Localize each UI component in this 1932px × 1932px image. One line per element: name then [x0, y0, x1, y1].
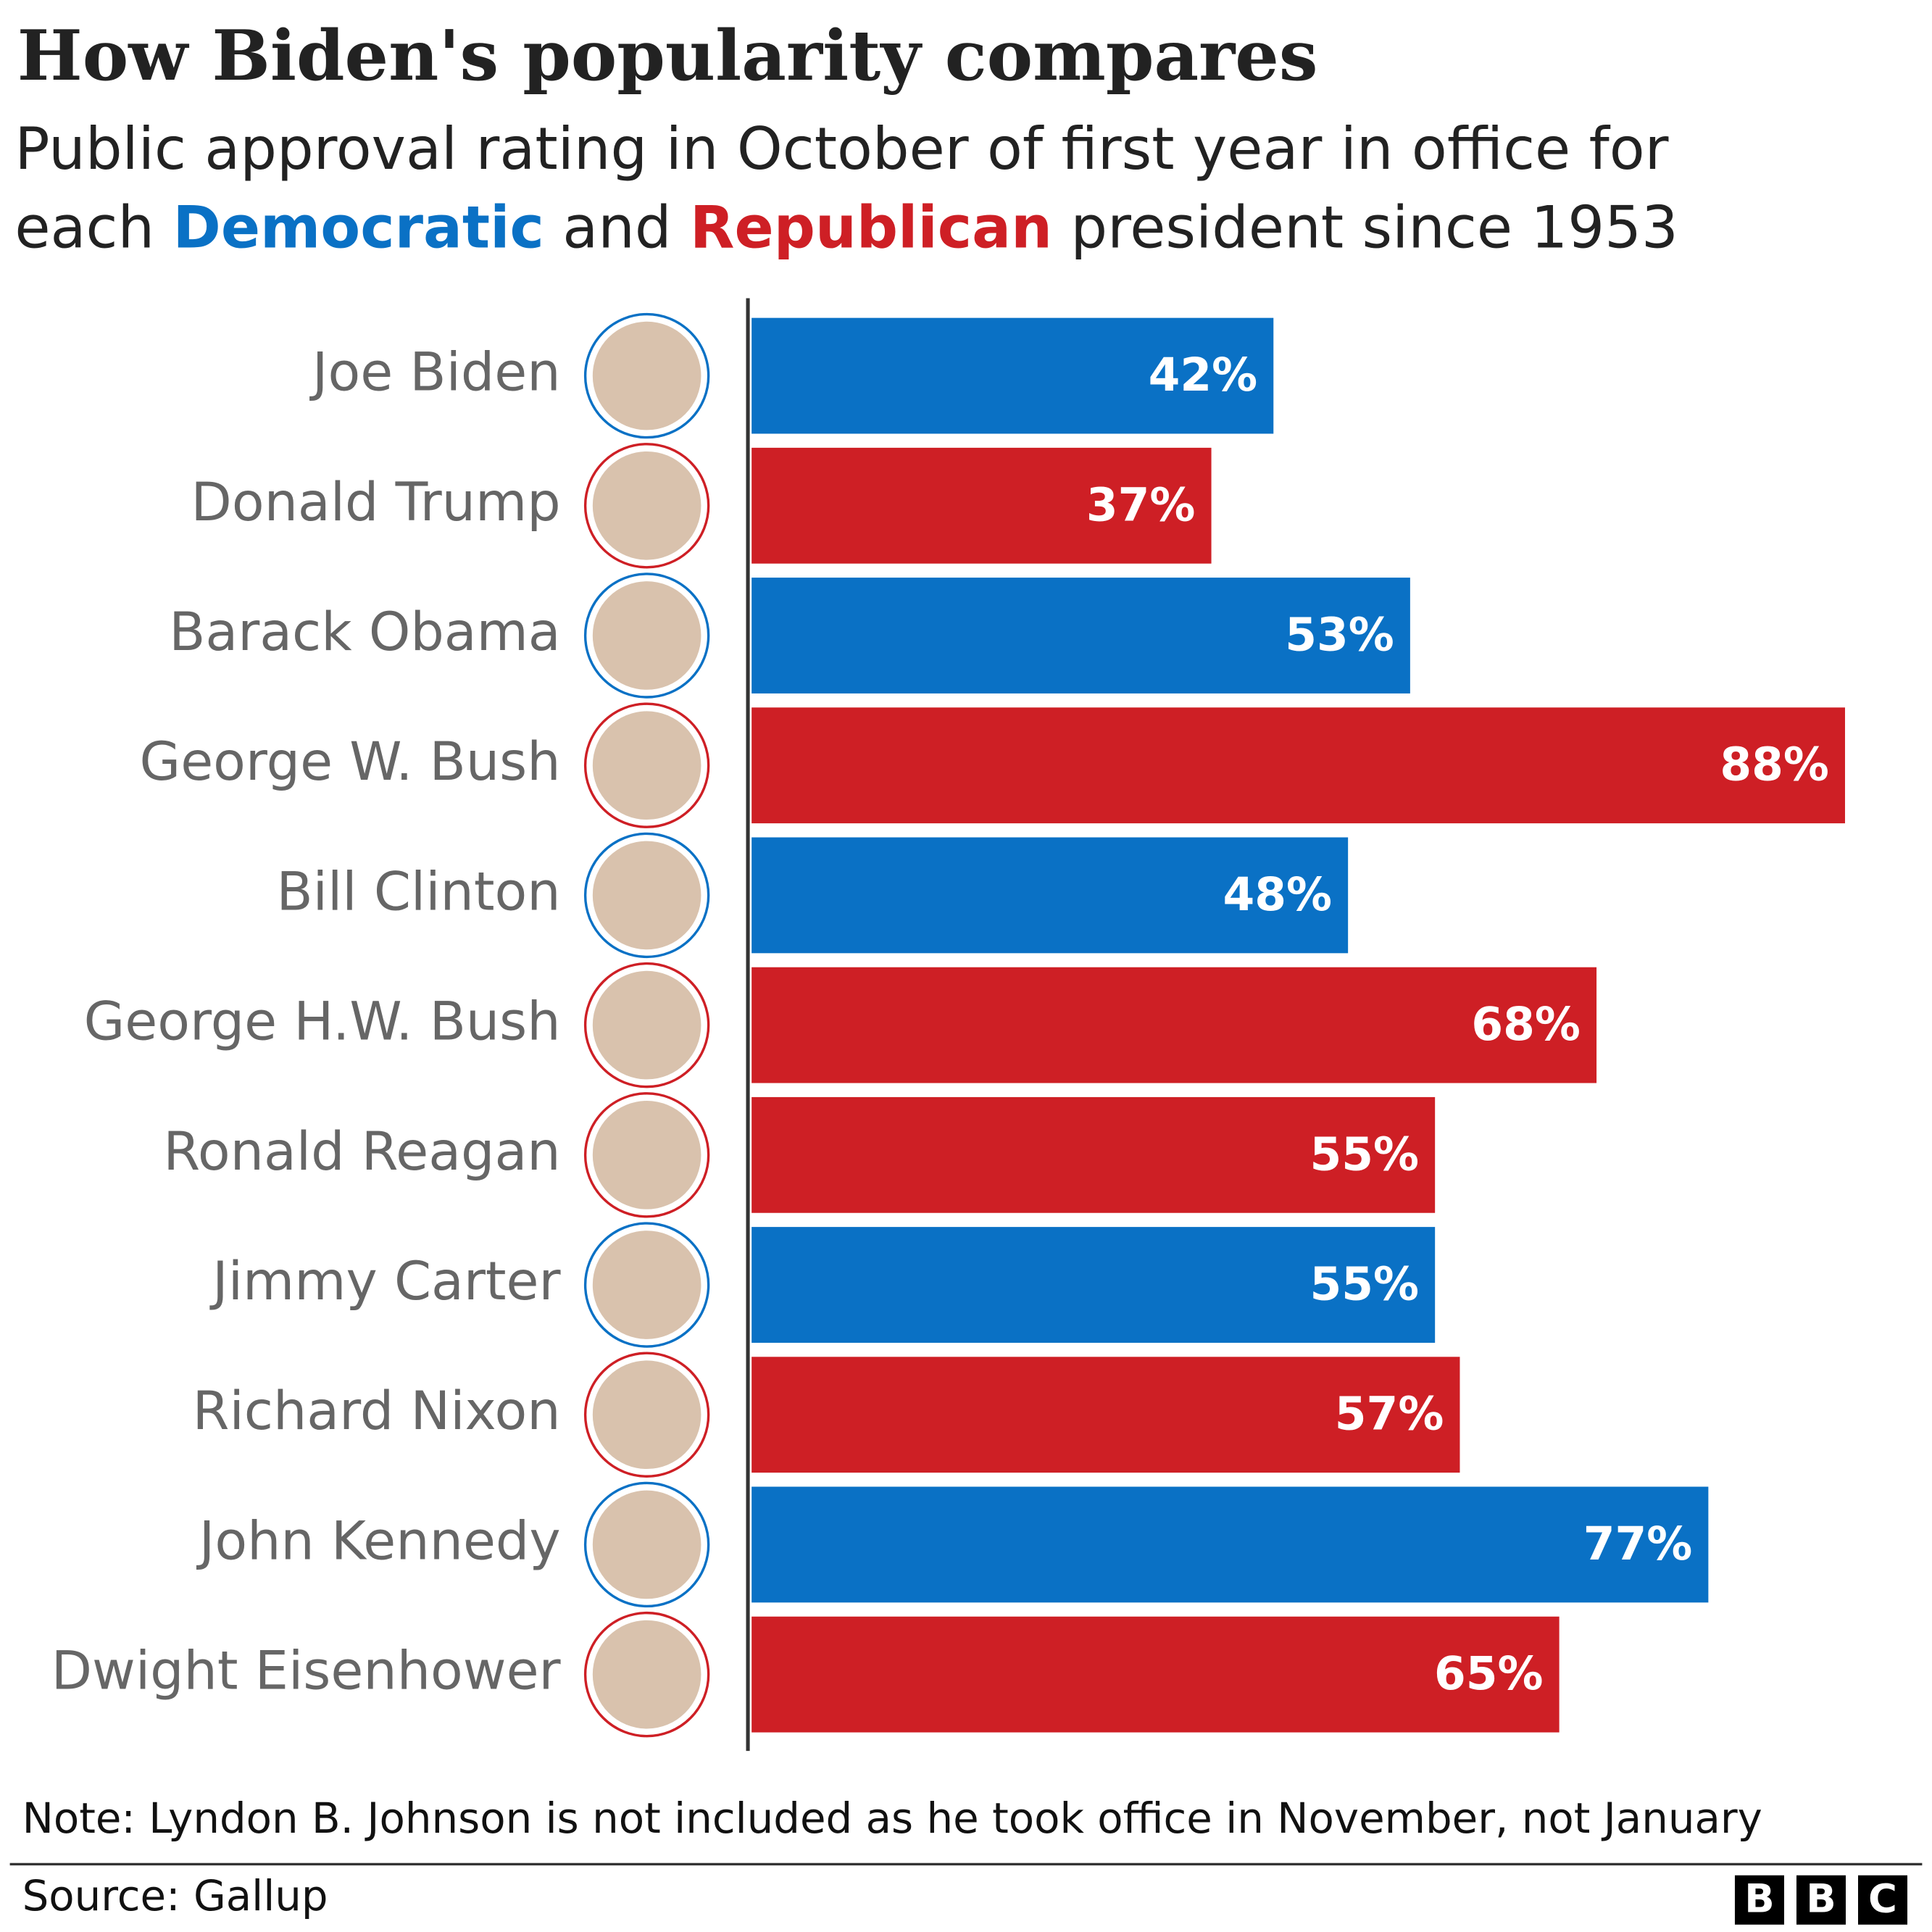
- y-tick-label: George W. Bush: [140, 731, 561, 793]
- note: Note: Lyndon B. Johnson is not included …: [22, 1794, 1762, 1843]
- logo: B B C: [1734, 1875, 1907, 1925]
- bar: [751, 317, 1274, 434]
- legend-entry: Democratic: [173, 194, 544, 262]
- logo-box: [1857, 1875, 1907, 1925]
- subtitle-text: and: [562, 194, 671, 262]
- logo-letter: C: [1868, 1876, 1897, 1922]
- portrait-face: [592, 1490, 701, 1599]
- value-label: 55%: [1310, 1128, 1420, 1181]
- bar: [751, 967, 1597, 1083]
- portrait-face: [592, 711, 701, 820]
- bar: [751, 1096, 1436, 1213]
- bar: [751, 1227, 1436, 1343]
- portrait-face: [592, 970, 701, 1080]
- portrait-face: [592, 321, 701, 430]
- y-tick-label: Ronald Reagan: [163, 1121, 560, 1183]
- y-tick-label: Barack Obama: [169, 601, 560, 663]
- portrait-face: [592, 451, 701, 560]
- bar: [751, 1486, 1709, 1603]
- subtitle-text: president since 1953: [1070, 194, 1678, 262]
- y-tick-label: George H.W. Bush: [84, 991, 561, 1053]
- y-tick-label: Bill Clinton: [277, 861, 561, 923]
- portrait-face: [592, 1231, 701, 1339]
- source: Source: Gallup: [22, 1871, 328, 1920]
- subtitle: Public approval rating in October of fir…: [14, 115, 1668, 183]
- value-label: 37%: [1086, 478, 1196, 531]
- value-label: 55%: [1310, 1258, 1420, 1311]
- value-label: 48%: [1223, 868, 1333, 921]
- y-tick-label: Richard Nixon: [193, 1381, 561, 1442]
- value-label: 88%: [1720, 738, 1829, 791]
- y-tick-label: Donald Trump: [191, 472, 561, 533]
- bar: [751, 1357, 1460, 1473]
- logo-box: [1796, 1875, 1846, 1925]
- y-tick-label: Joe Biden: [309, 342, 561, 404]
- value-label: 77%: [1583, 1517, 1693, 1570]
- subtitle-text: each: [14, 194, 154, 262]
- logo-box: [1734, 1875, 1784, 1925]
- value-label: 42%: [1149, 349, 1258, 401]
- portrait-face: [592, 581, 701, 690]
- logo-letter: B: [1806, 1876, 1836, 1922]
- portrait-face: [592, 1360, 701, 1470]
- value-label: 65%: [1434, 1647, 1544, 1700]
- value-label: 57%: [1335, 1388, 1444, 1441]
- bar: [751, 837, 1349, 954]
- value-label: 68%: [1471, 998, 1581, 1051]
- portrait-face: [592, 1101, 701, 1209]
- logo-letter: B: [1744, 1876, 1774, 1922]
- portrait-face: [592, 841, 701, 950]
- subtitle: each Democratic and Republican president…: [14, 194, 1678, 262]
- y-tick-label: Dwight Eisenhower: [51, 1641, 562, 1702]
- value-label: 53%: [1285, 608, 1394, 661]
- y-tick-label: John Kennedy: [196, 1510, 561, 1572]
- chart-title: How Biden's popularity compares: [17, 16, 1318, 96]
- y-tick-label: Jimmy Carter: [209, 1251, 561, 1312]
- bar: [751, 578, 1410, 694]
- legend-entry: Republican: [690, 194, 1052, 262]
- bar: [751, 1616, 1560, 1733]
- portrait-face: [592, 1620, 701, 1729]
- bar: [751, 447, 1212, 564]
- bar: [751, 707, 1845, 824]
